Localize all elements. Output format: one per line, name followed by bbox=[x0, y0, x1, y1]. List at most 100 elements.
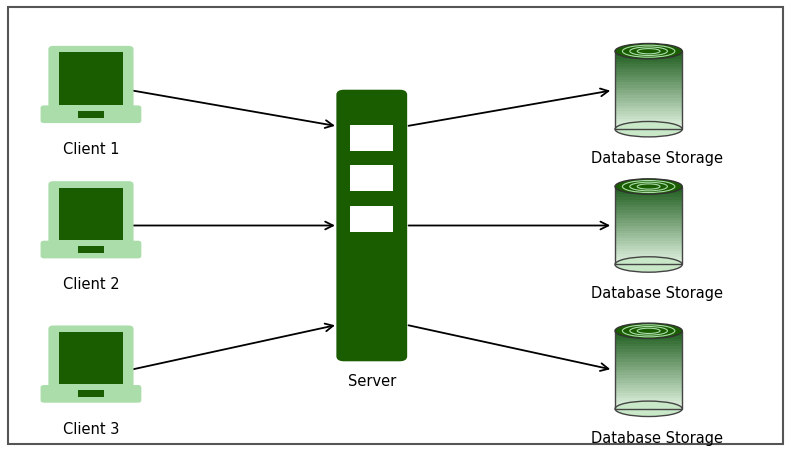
Bar bbox=[615, 204, 682, 207]
Bar bbox=[615, 333, 682, 336]
Ellipse shape bbox=[615, 401, 682, 417]
Bar bbox=[615, 197, 682, 199]
Bar bbox=[615, 393, 682, 396]
Bar bbox=[615, 74, 682, 77]
FancyBboxPatch shape bbox=[49, 47, 132, 110]
Ellipse shape bbox=[615, 121, 682, 137]
Bar bbox=[615, 249, 682, 252]
Bar bbox=[615, 228, 682, 231]
Bar bbox=[615, 338, 682, 341]
Bar bbox=[615, 387, 682, 391]
Bar bbox=[615, 256, 682, 259]
Bar bbox=[78, 390, 104, 397]
Text: Client 2: Client 2 bbox=[62, 277, 119, 292]
Bar bbox=[615, 364, 682, 367]
Bar bbox=[615, 51, 682, 54]
Bar bbox=[615, 106, 682, 108]
Bar bbox=[615, 380, 682, 383]
FancyBboxPatch shape bbox=[49, 327, 132, 390]
FancyBboxPatch shape bbox=[42, 242, 140, 258]
Ellipse shape bbox=[615, 179, 682, 194]
Bar bbox=[615, 209, 682, 212]
Bar bbox=[615, 377, 682, 380]
Bar bbox=[615, 194, 682, 197]
Bar bbox=[615, 369, 682, 373]
Bar bbox=[615, 199, 682, 202]
Bar bbox=[615, 66, 682, 69]
Bar bbox=[615, 64, 682, 67]
Text: Client 1: Client 1 bbox=[62, 142, 119, 157]
Bar bbox=[615, 61, 682, 64]
Bar bbox=[615, 382, 682, 386]
Bar bbox=[615, 116, 682, 119]
Bar bbox=[350, 125, 393, 151]
Bar bbox=[615, 212, 682, 215]
Bar bbox=[615, 341, 682, 344]
Bar bbox=[615, 207, 682, 210]
Bar bbox=[78, 246, 104, 253]
Bar bbox=[615, 87, 682, 90]
Bar bbox=[615, 90, 682, 93]
FancyBboxPatch shape bbox=[338, 91, 406, 360]
Bar bbox=[615, 220, 682, 223]
Bar bbox=[350, 206, 393, 232]
Bar bbox=[615, 375, 682, 377]
Bar bbox=[615, 53, 682, 56]
Bar bbox=[615, 189, 682, 192]
Bar bbox=[615, 349, 682, 352]
Bar bbox=[615, 356, 682, 359]
Text: Database Storage: Database Storage bbox=[591, 431, 722, 446]
Bar bbox=[615, 217, 682, 220]
Bar bbox=[615, 233, 682, 236]
Bar bbox=[615, 235, 682, 239]
Bar bbox=[615, 121, 682, 124]
Bar bbox=[615, 84, 682, 87]
Bar bbox=[59, 52, 123, 105]
Bar bbox=[615, 69, 682, 72]
Bar bbox=[615, 251, 682, 254]
Bar bbox=[350, 166, 393, 192]
Ellipse shape bbox=[615, 323, 682, 339]
Bar bbox=[615, 110, 682, 114]
Bar bbox=[59, 332, 123, 384]
Bar bbox=[615, 202, 682, 205]
Bar bbox=[615, 92, 682, 96]
Text: Database Storage: Database Storage bbox=[591, 151, 722, 166]
Bar bbox=[615, 230, 682, 233]
Bar bbox=[615, 343, 682, 346]
Bar bbox=[615, 126, 682, 129]
Bar bbox=[615, 359, 682, 362]
Bar bbox=[615, 385, 682, 388]
Bar bbox=[615, 403, 682, 406]
Bar bbox=[615, 108, 682, 111]
Bar bbox=[615, 95, 682, 98]
Bar bbox=[615, 238, 682, 241]
Bar bbox=[615, 346, 682, 349]
Bar bbox=[615, 331, 682, 333]
Bar bbox=[615, 354, 682, 357]
Bar bbox=[615, 215, 682, 218]
Bar bbox=[615, 222, 682, 226]
Bar bbox=[615, 367, 682, 370]
Bar bbox=[615, 103, 682, 106]
Text: Database Storage: Database Storage bbox=[591, 286, 722, 301]
FancyBboxPatch shape bbox=[42, 386, 140, 402]
Bar bbox=[615, 246, 682, 249]
Ellipse shape bbox=[615, 257, 682, 272]
Bar bbox=[615, 97, 682, 101]
Bar bbox=[615, 56, 682, 59]
Bar bbox=[615, 396, 682, 398]
FancyBboxPatch shape bbox=[8, 7, 783, 444]
Bar bbox=[615, 77, 682, 80]
Bar bbox=[615, 241, 682, 244]
Ellipse shape bbox=[615, 43, 682, 59]
Text: Server: Server bbox=[348, 374, 396, 389]
Bar bbox=[615, 59, 682, 62]
Bar bbox=[615, 372, 682, 375]
FancyBboxPatch shape bbox=[42, 106, 140, 122]
Bar bbox=[78, 110, 104, 118]
FancyBboxPatch shape bbox=[49, 182, 132, 245]
Bar bbox=[615, 406, 682, 409]
Bar bbox=[615, 100, 682, 103]
Bar bbox=[615, 124, 682, 127]
